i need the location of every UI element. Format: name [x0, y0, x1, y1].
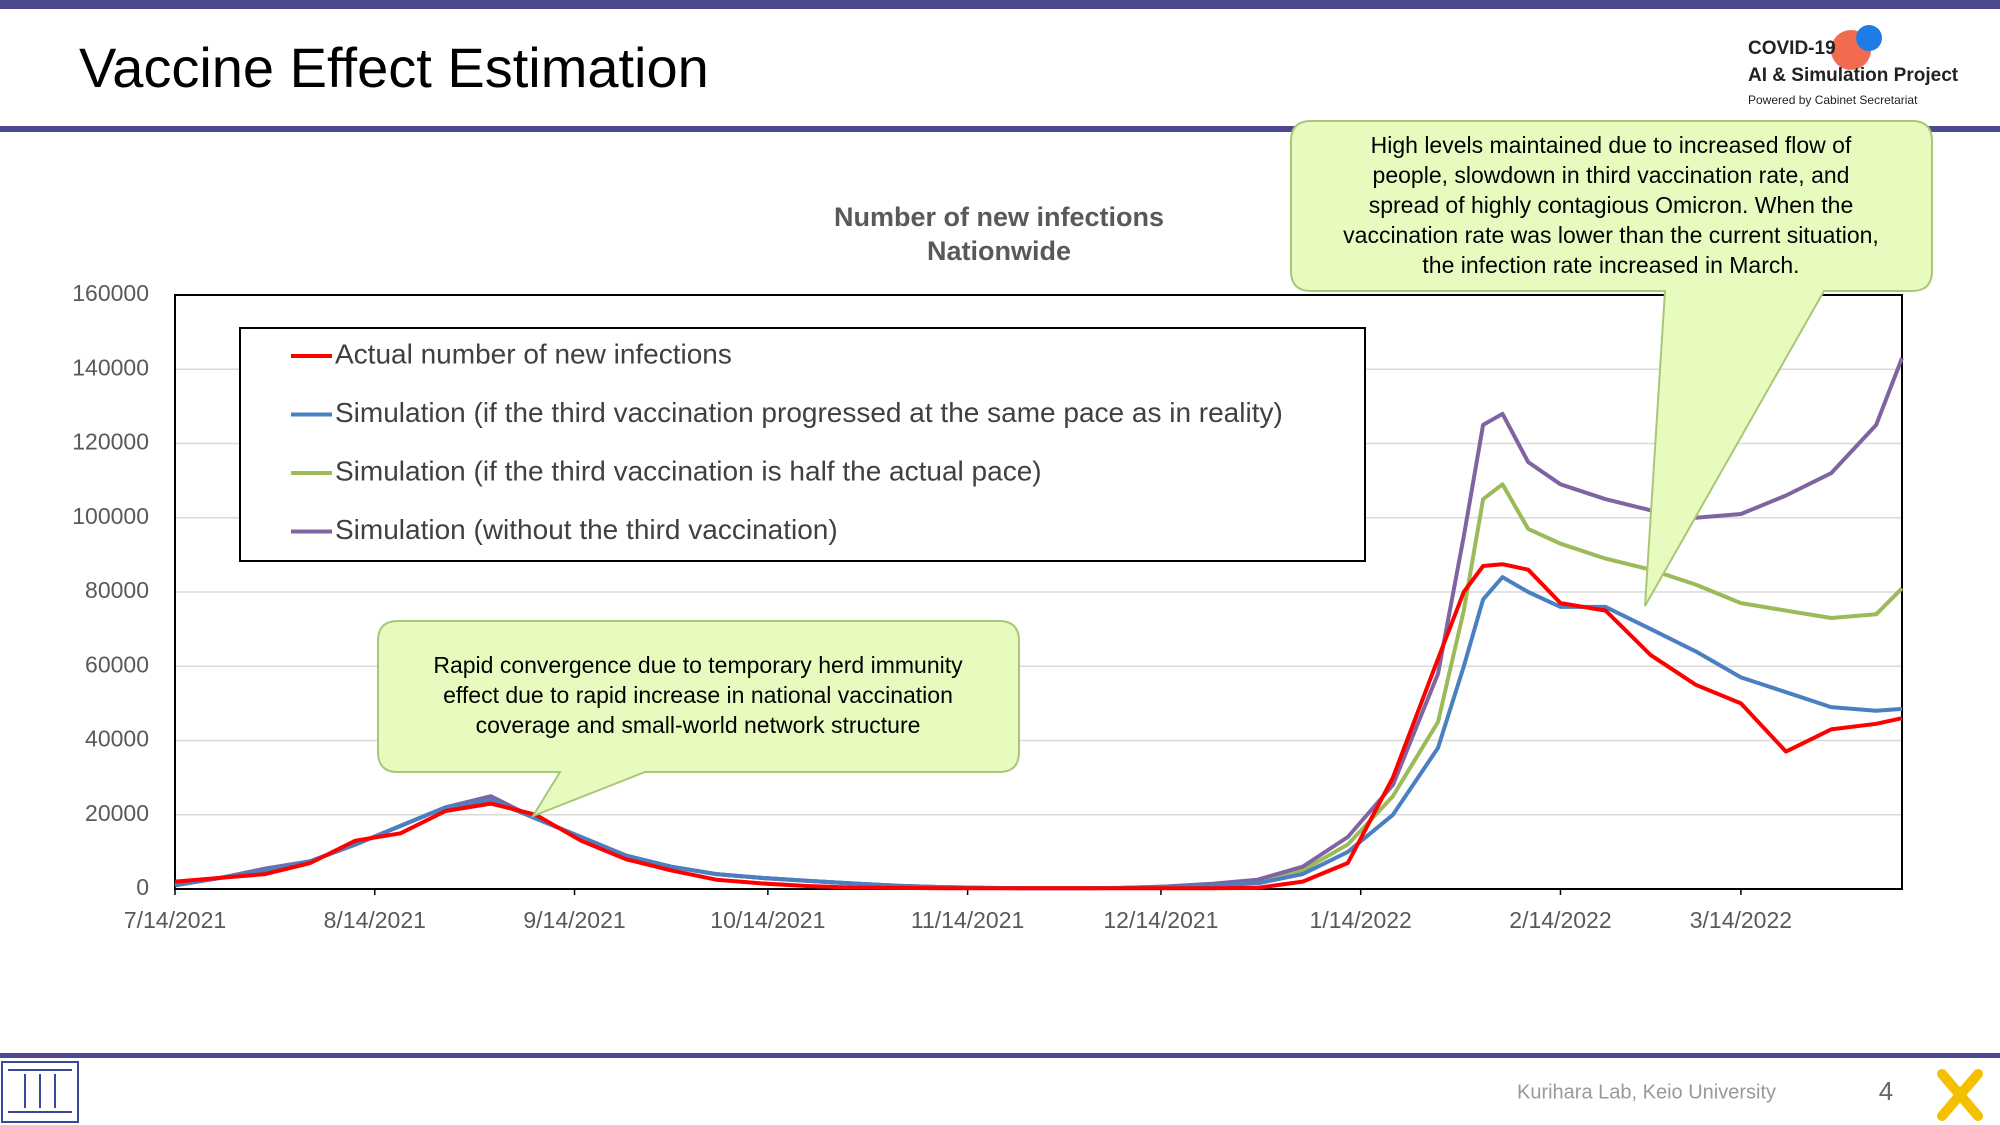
chart-title: Nationwide — [927, 236, 1071, 266]
chart: Number of new infections Nationwide 0 20000… — [72, 120, 1933, 933]
x-tick-label: 10/14/2021 — [710, 907, 825, 933]
legend-label: Actual number of new infections — [335, 338, 732, 369]
header-rule — [0, 126, 2000, 132]
callout-text: spread of highly contagious Omicron. Whe… — [1369, 192, 1854, 218]
lab-logo — [1, 1061, 79, 1123]
top-bar — [0, 0, 2000, 9]
y-tick-label: 60000 — [85, 651, 149, 677]
x-tick-label: 3/14/2022 — [1690, 907, 1792, 933]
callout — [1290, 120, 1933, 607]
legend-label: Simulation (if the third vaccination pro… — [335, 397, 1283, 428]
callout-text: effect due to rapid increase in national… — [443, 682, 953, 708]
callout-text: the infection rate increased in March. — [1422, 252, 1799, 278]
legend-box — [239, 327, 1366, 562]
y-tick-label: 120000 — [72, 429, 149, 455]
chart-title: Number of new infections — [834, 202, 1164, 232]
footer-rule — [0, 1053, 2000, 1058]
logo-text: COVID-19 — [1748, 38, 1836, 59]
legend-label: Simulation (without the third vaccinatio… — [335, 514, 838, 545]
x-tick-label: 9/14/2021 — [523, 907, 625, 933]
y-tick-label: 100000 — [72, 503, 149, 529]
y-tick-label: 140000 — [72, 354, 149, 380]
footer-credit: Kurihara Lab, Keio University — [1517, 1081, 1776, 1103]
x-tick-label: 11/14/2021 — [911, 907, 1024, 933]
y-tick-label: 0 — [136, 874, 149, 900]
logo-text: Powered by Cabinet Secretariat — [1748, 93, 1918, 107]
callout-text: coverage and small-world network structu… — [476, 712, 921, 738]
y-tick-label: 160000 — [72, 280, 149, 306]
callout-text: High levels maintained due to increased … — [1371, 132, 1852, 158]
callout-text: vaccination rate was lower than the curr… — [1343, 222, 1879, 248]
series-line — [174, 562, 1903, 891]
x-tick-label: 8/14/2021 — [324, 907, 426, 933]
x-tick-label: 2/14/2022 — [1509, 907, 1611, 933]
callout-text: Rapid convergence due to temporary herd … — [433, 652, 963, 678]
x-tick-label: 7/14/2021 — [124, 907, 226, 933]
callout-text: people, slowdown in third vaccination ra… — [1373, 162, 1850, 188]
legend-label: Simulation (if the third vaccination is … — [335, 455, 1042, 486]
logo-dot — [1856, 25, 1882, 51]
page-number: 4 — [1879, 1076, 1893, 1106]
y-tick-label: 20000 — [85, 800, 149, 826]
corner-icon — [1937, 1069, 1983, 1121]
x-tick-label: 12/14/2021 — [1103, 907, 1218, 933]
y-tick-label: 80000 — [85, 577, 149, 603]
y-tick-label: 40000 — [85, 726, 149, 752]
x-tick-label: 1/14/2022 — [1310, 907, 1412, 933]
callout — [377, 620, 1020, 819]
logo-text: AI & Simulation Project — [1748, 65, 1959, 86]
slide-title: Vaccine Effect Estimation — [79, 36, 709, 99]
